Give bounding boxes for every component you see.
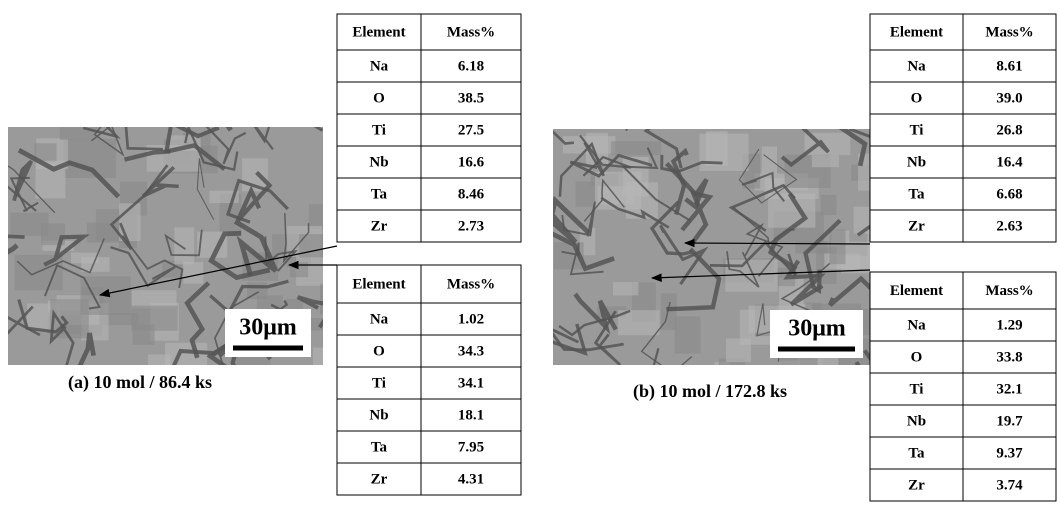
sem-grain [60, 127, 100, 140]
sem-image [0, 72, 370, 417]
sem-grain [830, 229, 846, 264]
eds-table: Element Mass% Na 6.18 O 38.5 Ti 27.5 Nb 16.6 Ta 8.4… [337, 14, 521, 242]
header-text: Mass% [985, 24, 1033, 40]
element: Ta [371, 439, 388, 455]
mass-percent: 38.5 [458, 90, 484, 106]
element: Ti [372, 122, 386, 138]
mass-percent: 18.1 [458, 407, 484, 423]
element: Na [907, 317, 926, 333]
element: Zr [908, 218, 925, 234]
mass-percent: 26.8 [996, 122, 1022, 138]
mass-percent: 32.1 [996, 381, 1022, 397]
mass-percent: 34.1 [458, 375, 484, 391]
element: O [911, 349, 923, 365]
element: Zr [908, 477, 925, 493]
sem-grain [231, 356, 270, 376]
mass-percent: 2.73 [458, 218, 484, 234]
element: Ti [372, 375, 386, 391]
header-text: Element [352, 24, 405, 40]
eds-table: Element Mass% Na 1.02 O 34.3 Ti 34.1 Nb 18.1 Ta 7.9… [337, 265, 521, 495]
figure: 30μm (a) 10 mol / 86.4 ks Element Mass% Na 6.… [0, 0, 1060, 507]
sem-grain [611, 141, 661, 155]
mass-percent: 39.0 [996, 90, 1022, 106]
sem-grain [726, 338, 751, 362]
element: Na [370, 58, 389, 74]
sem-grain [174, 227, 194, 264]
mass-percent: 8.61 [996, 58, 1022, 74]
element: Ta [908, 445, 925, 461]
sem-grain [812, 155, 839, 167]
scale-label: 30μm [788, 316, 846, 342]
panel: 30μm (a) 10 mol / 86.4 ks Element Mass% Na 6.… [0, 14, 521, 495]
mass-percent: 19.7 [996, 413, 1023, 429]
header-text: Mass% [985, 283, 1033, 299]
mass-percent: 27.5 [458, 122, 484, 138]
element: Nb [369, 407, 388, 423]
sem-crack [184, 73, 231, 131]
mass-percent: 8.46 [458, 186, 485, 202]
element: Nb [369, 154, 388, 170]
mass-percent: 16.4 [996, 154, 1023, 170]
element: O [373, 90, 385, 106]
element: Zr [371, 471, 388, 487]
sem-crack [626, 71, 685, 131]
element: Ti [910, 122, 924, 138]
sem-grain [133, 325, 155, 345]
mass-percent: 6.68 [996, 186, 1022, 202]
element: O [911, 90, 923, 106]
mass-percent: 6.18 [458, 58, 484, 74]
header-text: Mass% [447, 276, 495, 292]
sem-grain [821, 195, 837, 215]
panel: 30μm (b) 10 mol / 172.8 ks Element Mass% Na 8… [526, 14, 1056, 501]
element: Ta [908, 186, 925, 202]
eds-table: Element Mass% Na 8.61 O 39.0 Ti 26.8 Nb 16.4 Ta 6.6… [870, 14, 1056, 242]
header-text: Element [890, 283, 943, 299]
mass-percent: 1.29 [996, 317, 1022, 333]
mass-percent: 3.74 [996, 477, 1023, 493]
element: Nb [907, 413, 926, 429]
mass-percent: 1.02 [458, 311, 484, 327]
scale-label: 30μm [239, 315, 297, 341]
mass-percent: 16.6 [458, 154, 485, 170]
sem-grain [165, 343, 207, 367]
element: Ti [910, 381, 924, 397]
sem-grain [183, 262, 203, 284]
eds-table: Element Mass% Na 1.29 O 33.8 Ti 32.1 Nb 19.7 Ta 9.3… [870, 272, 1056, 501]
sem-grain [613, 282, 638, 295]
element: Na [907, 58, 926, 74]
mass-percent: 2.63 [996, 218, 1022, 234]
header-text: Element [890, 24, 943, 40]
element: Ta [371, 186, 388, 202]
sem-grain [675, 316, 701, 353]
sem-grain [96, 209, 120, 241]
mass-percent: 4.31 [458, 471, 484, 487]
mass-percent: 7.95 [458, 439, 484, 455]
mass-percent: 9.37 [996, 445, 1023, 461]
mass-percent: 34.3 [458, 343, 484, 359]
sem-grain [706, 131, 728, 166]
sem-crack [265, 73, 322, 130]
element: Na [370, 311, 389, 327]
sem-grain [762, 147, 777, 174]
element: Zr [371, 218, 388, 234]
element: Nb [907, 154, 926, 170]
element: O [373, 343, 385, 359]
caption: (a) 10 mol / 86.4 ks [68, 372, 212, 393]
caption: (b) 10 mol / 172.8 ks [633, 381, 787, 402]
mass-percent: 33.8 [996, 349, 1022, 365]
header-text: Mass% [447, 24, 495, 40]
header-text: Element [352, 276, 405, 292]
